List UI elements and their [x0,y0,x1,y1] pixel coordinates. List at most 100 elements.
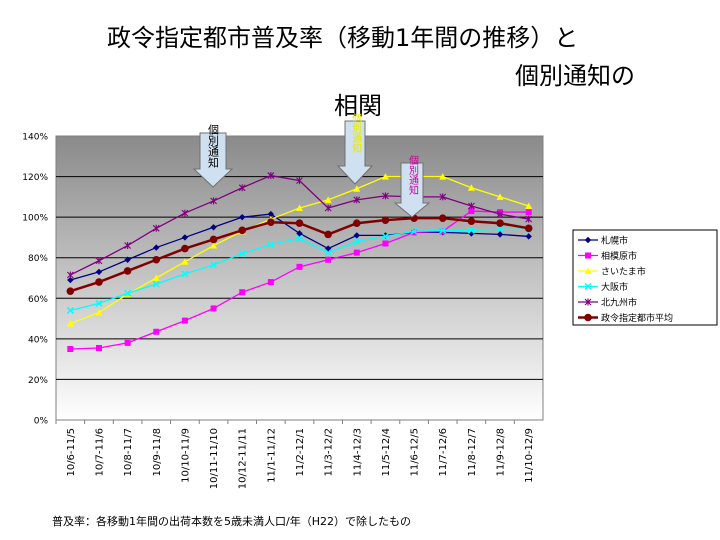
data-point [210,197,217,205]
x-tick-label: 11/9-12/8 [496,428,507,477]
data-point [525,202,533,209]
callout-shape [393,162,431,218]
x-tick-label: 11/10-12/9 [524,428,535,483]
y-tick-label: 60% [28,295,48,305]
data-point [181,317,188,324]
data-point [239,289,246,296]
data-point [95,268,103,276]
data-point [496,231,504,238]
data-point [267,279,274,286]
data-point [67,346,74,352]
data-point [353,249,360,256]
y-tick-label: 20% [28,376,48,386]
data-point [66,320,74,327]
data-point [467,226,475,234]
data-point [152,255,161,264]
data-point [267,218,275,227]
data-point [439,173,447,180]
data-point [267,210,275,218]
data-point [496,210,504,218]
x-tick-label: 10/9-11/8 [152,428,163,477]
data-point [267,240,275,249]
series-4 [66,225,533,314]
data-point [296,177,303,185]
data-point [496,193,504,200]
data-point [66,271,74,279]
legend-item: 札幌市 [578,235,628,247]
y-tick-label: 0% [34,417,49,427]
callout-label: 個別通知 [407,154,419,195]
x-tick-label: 10/8-11/7 [123,428,134,477]
data-point [410,227,418,235]
y-tick-label: 120% [22,173,48,183]
data-point [66,287,75,295]
callout-shape [336,120,374,185]
legend-label: さいたま市 [601,266,646,278]
data-point [525,233,532,240]
x-tick-label: 11/2-12/1 [295,428,306,477]
data-point [181,234,189,241]
legend-label: 北九州市 [601,297,637,309]
x-tick-label: 10/12-11/11 [238,428,249,489]
series-1 [67,210,532,284]
data-point [238,184,246,192]
data-point [181,258,189,265]
data-point [67,276,74,284]
data-point [124,289,132,297]
data-point [124,242,132,250]
x-tick-label: 11/7-12/6 [438,428,449,477]
data-point [381,216,390,224]
data-point [353,232,360,239]
legend-box [572,229,718,326]
data-point [324,196,332,203]
data-point [95,308,103,316]
legend-item: 政令指定都市平均 [578,312,673,324]
data-point [210,224,217,231]
data-point [153,328,160,335]
data-point [152,274,160,281]
data-point [467,217,476,225]
data-point [584,298,592,306]
data-point [352,219,361,228]
data-point [267,172,275,180]
data-point [525,215,533,223]
data-point [324,249,332,257]
legend-item: 大阪市 [578,281,628,293]
data-point [382,192,389,200]
data-point [381,173,389,180]
data-point [584,236,592,244]
title-line-1: 政令指定都市普及率（移動1年間の推移）と [107,24,579,52]
x-tick-label: 11/5-12/4 [381,428,392,477]
x-tick-label: 11/1-11/12 [266,428,277,483]
data-point [382,240,389,247]
x-tick-label: 10/11-11/10 [209,428,220,489]
y-tick-label: 80% [28,254,48,264]
data-point [439,226,447,234]
data-point [585,252,591,259]
legend-label: 政令指定都市平均 [601,312,673,324]
legend-label: 大阪市 [601,281,628,293]
data-point [295,219,304,228]
title-line-2: 個別通知の [515,62,635,90]
data-point [66,306,74,314]
data-point [209,235,218,244]
data-point [353,196,361,204]
data-point [210,242,218,249]
data-point [152,224,160,232]
title-line-3: 相関 [334,92,382,120]
data-point [95,299,103,307]
data-point [95,278,103,286]
x-tick-label: 11/6-12/5 [410,428,421,477]
data-point [239,213,246,221]
data-point [296,263,303,270]
legend-item: 北九州市 [578,297,637,309]
data-point [210,305,217,312]
data-point [439,193,447,201]
x-tick-label: 10/10-11/9 [180,428,191,483]
callout-arrow-2: 個別通知 [336,112,374,185]
y-axis-ticks: 0% 20% 40% 60% 80% 100% 120% 140% [22,133,48,427]
data-point [467,184,475,191]
data-point [324,204,332,212]
